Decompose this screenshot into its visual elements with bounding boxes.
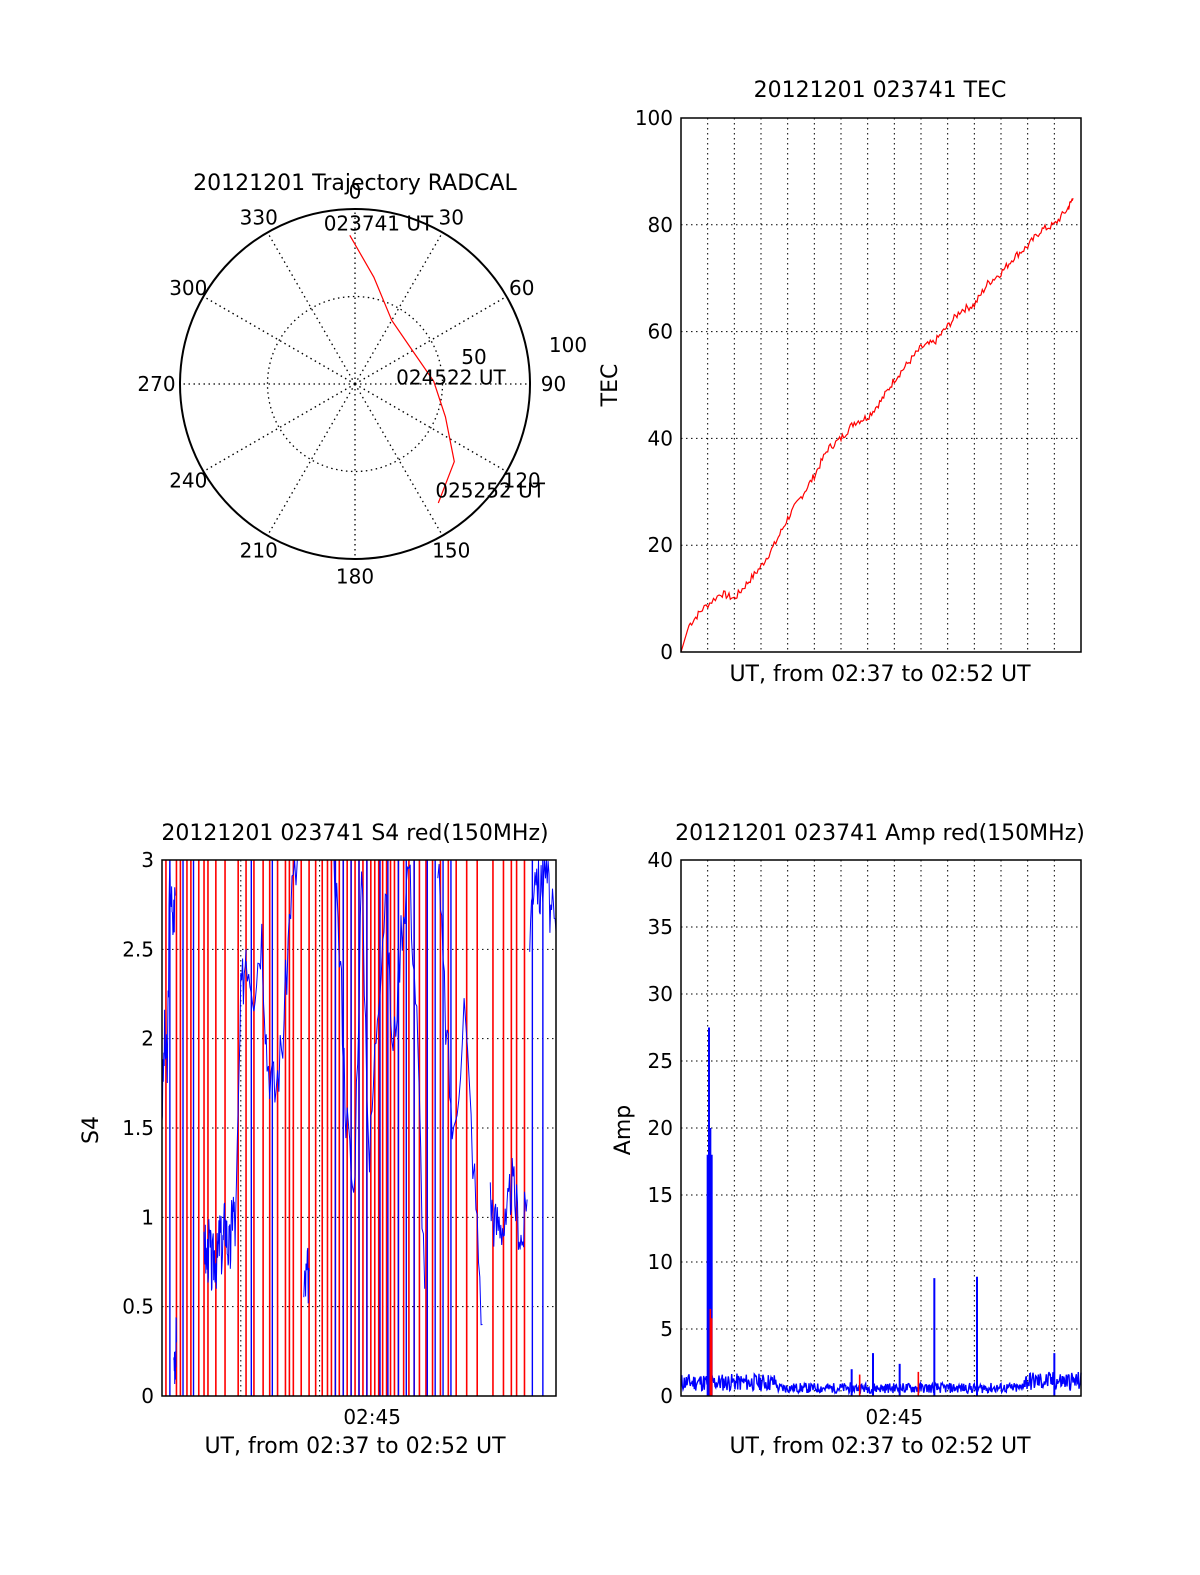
amp-xlabel: UT, from 02:37 to 02:52 UT bbox=[729, 1434, 1031, 1459]
trajectory-time-label: 024522 UT bbox=[396, 366, 506, 390]
y-tick-label: 20 bbox=[648, 1116, 673, 1140]
amp-blue-baseline bbox=[680, 1372, 778, 1393]
s4-blue-series bbox=[489, 1157, 528, 1250]
trajectory-track bbox=[349, 235, 455, 504]
polar-radial-label: 50 bbox=[461, 345, 486, 369]
amp-title: 20121201 023741 Amp red(150MHz) bbox=[675, 821, 1085, 846]
s4-blue-series bbox=[161, 859, 176, 1121]
polar-spoke bbox=[203, 295, 356, 385]
y-tick-label: 3 bbox=[141, 848, 154, 872]
polar-radial-label: 100 bbox=[549, 333, 587, 357]
y-tick-label: 40 bbox=[648, 848, 673, 872]
y-tick-label: 100 bbox=[635, 106, 673, 130]
y-tick-label: 20 bbox=[648, 533, 673, 557]
polar-grid bbox=[179, 208, 531, 560]
polar-angle-label: 150 bbox=[432, 539, 470, 563]
y-tick-label: 80 bbox=[648, 213, 673, 237]
polar-ring-inner bbox=[266, 295, 444, 473]
amp-plot: 20121201 023741 Amp red(150MHz) UT, from… bbox=[611, 821, 1085, 1459]
x-tick-label: 02:45 bbox=[343, 1405, 401, 1429]
amp-ylabel: Amp bbox=[611, 1105, 636, 1155]
polar-spoke bbox=[266, 383, 356, 536]
tec-series-line bbox=[680, 197, 1074, 653]
polar-angle-label: 270 bbox=[137, 372, 175, 396]
y-tick-label: 30 bbox=[648, 982, 673, 1006]
s4-blue-series bbox=[203, 949, 247, 1291]
y-tick-label: 2 bbox=[141, 1027, 154, 1051]
polar-angle-label: 30 bbox=[439, 205, 464, 229]
trajectory-time-label: 023741 UT bbox=[324, 212, 434, 236]
s4-blue-series bbox=[332, 859, 426, 1289]
plot-frame bbox=[161, 859, 557, 1397]
s4-plot-area: 0 0.5 1 1.5 2 2.5 3 02:45 bbox=[122, 848, 557, 1429]
plot-frame bbox=[680, 117, 1082, 653]
amp-blue-baseline bbox=[1021, 1371, 1082, 1391]
y-tick-label: 1.5 bbox=[122, 1116, 154, 1140]
y-tick-label: 0 bbox=[141, 1384, 154, 1408]
tec-plot: 20121201 023741 TEC UT, from 02:37 to 02… bbox=[598, 78, 1082, 687]
y-tick-label: 35 bbox=[648, 915, 673, 939]
s4-blue-series bbox=[173, 1317, 177, 1385]
tec-ylabel: TEC bbox=[598, 364, 623, 408]
s4-blue-series bbox=[245, 859, 299, 1103]
y-tick-label: 10 bbox=[648, 1250, 673, 1274]
s4-plot: 20121201 023741 S4 red(150MHz) UT, from … bbox=[79, 821, 557, 1459]
tec-title: 20121201 023741 TEC bbox=[754, 78, 1007, 103]
polar-spoke bbox=[354, 295, 507, 385]
y-tick-label: 0 bbox=[660, 1384, 673, 1408]
trajectory-line bbox=[349, 235, 455, 504]
y-tick-label: 0.5 bbox=[122, 1295, 154, 1319]
polar-spoke bbox=[354, 383, 444, 536]
tec-plot-area: 0 20 40 60 80 100 bbox=[635, 106, 1082, 664]
y-tick-label: 15 bbox=[648, 1183, 673, 1207]
y-tick-label: 0 bbox=[660, 640, 673, 664]
y-tick-label: 1 bbox=[141, 1205, 154, 1229]
trajectory-time-label: 025252 UT bbox=[435, 479, 545, 503]
y-tick-label: 40 bbox=[648, 426, 673, 450]
s4-title: 20121201 023741 S4 red(150MHz) bbox=[161, 821, 548, 846]
polar-ring-outer bbox=[179, 208, 531, 560]
polar-spoke bbox=[354, 383, 507, 473]
polar-spoke bbox=[354, 232, 444, 385]
polar-spoke bbox=[203, 383, 356, 473]
polar-angle-label: 180 bbox=[336, 565, 374, 589]
polar-spoke bbox=[266, 232, 356, 385]
s4-blue-series bbox=[303, 1247, 310, 1304]
polar-angle-label: 120 bbox=[503, 468, 541, 492]
polar-angle-label: 90 bbox=[541, 372, 566, 396]
polar-angle-labels: 0 30 60 90 120 150 180 210 240 270 300 330 50 100 bbox=[137, 180, 587, 589]
trajectory-title: 20121201 Trajectory RADCAL bbox=[193, 171, 517, 196]
x-tick-label: 02:45 bbox=[866, 1405, 924, 1429]
polar-angle-label: 210 bbox=[240, 539, 278, 563]
trajectory-annotations: 023741 UT 024522 UT 025252 UT bbox=[324, 212, 546, 503]
y-tick-label: 2.5 bbox=[122, 937, 154, 961]
s4-ylabel: S4 bbox=[79, 1116, 104, 1144]
s4-xlabel: UT, from 02:37 to 02:52 UT bbox=[204, 1434, 506, 1459]
y-tick-label: 5 bbox=[660, 1317, 673, 1341]
polar-angle-label: 0 bbox=[349, 180, 362, 204]
amp-plot-area: 0 5 10 15 20 25 30 35 40 02:45 bbox=[648, 848, 1082, 1429]
plot-frame bbox=[680, 859, 1082, 1397]
s4-blue-series bbox=[437, 864, 483, 1326]
y-tick-label: 25 bbox=[648, 1049, 673, 1073]
polar-angle-label: 60 bbox=[509, 276, 534, 300]
polar-angle-label: 330 bbox=[240, 205, 278, 229]
trajectory-polar-plot: 20121201 Trajectory RADCAL 0 30 60 90 120 150… bbox=[137, 171, 587, 589]
y-tick-label: 60 bbox=[648, 320, 673, 344]
polar-angle-label: 240 bbox=[169, 468, 207, 492]
polar-angle-label: 300 bbox=[169, 276, 207, 300]
tec-xlabel: UT, from 02:37 to 02:52 UT bbox=[729, 662, 1031, 687]
